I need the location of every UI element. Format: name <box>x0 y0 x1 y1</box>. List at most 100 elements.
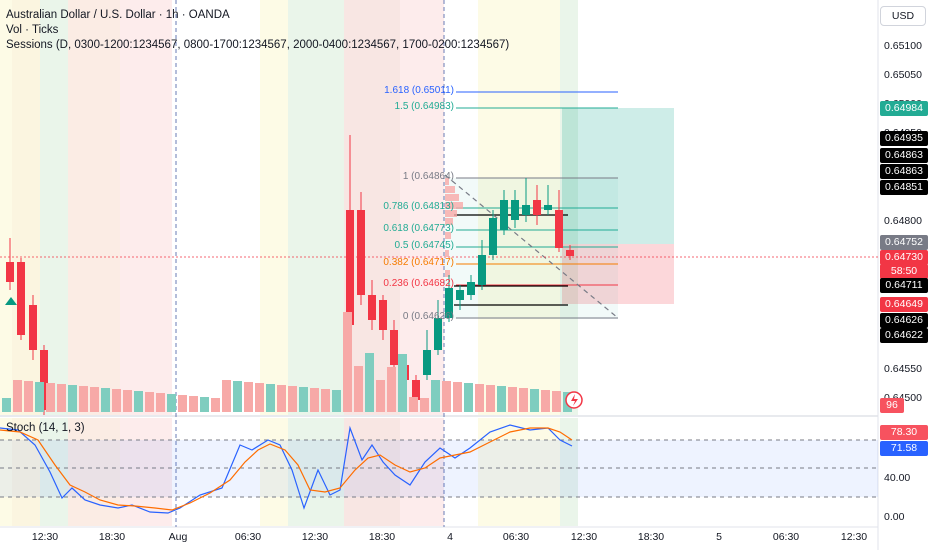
sessions-legend: Sessions (D, 0300-1200:1234567, 0800-170… <box>6 39 510 51</box>
trend-line <box>444 174 619 319</box>
price-axis-label: 0.65050 <box>884 69 922 81</box>
time-axis-label: 12:30 <box>301 531 329 543</box>
price-badge: 0.64730 <box>880 250 928 265</box>
volume-bar <box>266 384 275 412</box>
time-axis-label: 12:30 <box>31 531 59 543</box>
volume-bar <box>530 389 539 412</box>
session-band-stoch <box>68 418 120 526</box>
volume-bar <box>178 395 187 412</box>
fib-level-label: 0.5 (0.64745) <box>394 240 455 251</box>
session-band-stoch <box>288 418 344 526</box>
volume-bar <box>409 397 418 412</box>
fib-level-label: 0 (0.64626) <box>402 311 454 322</box>
price-axis-label: 0.64550 <box>884 363 922 375</box>
time-axis-label: 18:30 <box>637 531 665 543</box>
candle-body <box>555 210 563 248</box>
candle-body <box>6 262 14 282</box>
volume-bar <box>332 390 341 412</box>
fib-level-label: 0.236 (0.64682) <box>383 278 454 289</box>
volume-badge: 96 <box>880 398 904 413</box>
session-band-stoch <box>444 418 478 526</box>
session-band-stoch <box>478 418 560 526</box>
stoch-axis-40: 40.00 <box>884 472 911 484</box>
price-badge: 0.64711 <box>880 278 928 293</box>
currency-button[interactable]: USD <box>880 6 926 26</box>
volume-profile-bar <box>445 178 449 185</box>
volume-bar <box>387 367 396 412</box>
candle-body <box>17 262 25 335</box>
session-band-stoch <box>12 418 40 526</box>
candle-body <box>379 300 387 330</box>
volume-bar <box>552 391 561 412</box>
volume-profile-bar <box>445 202 463 209</box>
symbol-title[interactable]: Australian Dollar / U.S. Dollar · 1h · O… <box>6 9 230 21</box>
session-band-stoch <box>0 418 12 526</box>
candle-body <box>445 288 453 318</box>
candle-body <box>368 295 376 320</box>
volume-bar <box>321 389 330 412</box>
session-band-stoch <box>400 418 444 526</box>
volume-bar <box>211 398 220 412</box>
volume-bar <box>134 391 143 412</box>
price-axis-label: 0.64800 <box>884 215 922 227</box>
time-axis-label: 06:30 <box>234 531 262 543</box>
long-position-loss <box>562 244 674 304</box>
candle-body <box>29 305 37 350</box>
volume-bar <box>420 398 429 412</box>
volume-bar <box>57 384 66 412</box>
stoch-d-line <box>0 427 573 511</box>
candle-body <box>489 218 497 255</box>
price-badge: 0.64649 <box>880 297 928 312</box>
candle-body <box>511 200 519 220</box>
price-badge: 0.64851 <box>880 180 928 195</box>
candle-body <box>522 205 530 215</box>
volume-bar <box>46 383 55 412</box>
session-band-stoch <box>172 418 260 526</box>
volume-bar <box>376 380 385 412</box>
price-badge: 58:50 <box>880 264 928 279</box>
session-band-stoch <box>560 418 578 526</box>
volume-profile-bar <box>445 232 451 239</box>
volume-bar <box>233 381 242 412</box>
candle-body <box>346 210 354 325</box>
candle-body <box>456 290 464 300</box>
volume-bar <box>497 386 506 412</box>
candle-body <box>544 205 552 210</box>
time-axis-label: 06:30 <box>772 531 800 543</box>
volume-bar <box>123 390 132 412</box>
price-badge: 0.64752 <box>880 235 928 250</box>
time-axis-label: 12:30 <box>570 531 598 543</box>
lightning-icon-glyph <box>571 394 578 406</box>
candle-body <box>423 350 431 375</box>
volume-bar <box>167 394 176 412</box>
volume-bar <box>508 387 517 412</box>
volume-legend: Vol · Ticks <box>6 24 59 36</box>
session-band <box>40 0 68 415</box>
volume-bar <box>90 387 99 412</box>
session-band-stoch <box>120 418 172 526</box>
candle-body <box>566 250 574 256</box>
fib-level-label: 1 (0.64864) <box>402 171 454 182</box>
stoch-legend: Stoch (14, 1, 3) <box>6 422 85 434</box>
session-band <box>120 0 172 415</box>
volume-bar <box>189 396 198 412</box>
candle-body <box>478 255 486 285</box>
volume-bar <box>464 383 473 412</box>
volume-profile-bar <box>445 218 453 225</box>
session-band <box>0 0 12 415</box>
time-axis-label: Aug <box>168 531 188 543</box>
volume-bar <box>541 390 550 412</box>
session-band-stoch <box>40 418 68 526</box>
stoch-d-value: 71.58 <box>880 441 928 456</box>
volume-bar <box>156 393 165 412</box>
price-axis-label: 0.65100 <box>884 40 922 52</box>
fib-level-label: 0.618 (0.64773) <box>383 223 454 234</box>
volume-bar <box>431 380 440 412</box>
candle-body <box>357 210 365 295</box>
volume-bar <box>112 389 121 412</box>
candle-body <box>434 318 442 350</box>
volume-profile-bar <box>445 186 455 193</box>
price-badge: 0.64622 <box>880 328 928 343</box>
candle-body <box>40 350 48 410</box>
